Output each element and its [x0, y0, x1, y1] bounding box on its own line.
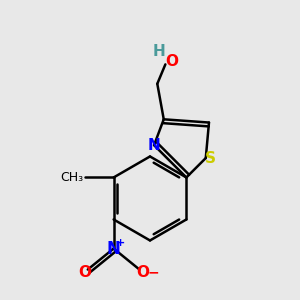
- Text: N: N: [148, 138, 160, 153]
- Text: −: −: [147, 266, 159, 280]
- Text: O: O: [78, 265, 91, 280]
- Text: S: S: [205, 151, 216, 166]
- Text: O: O: [165, 54, 178, 69]
- Text: H: H: [152, 44, 165, 59]
- Text: CH₃: CH₃: [60, 171, 83, 184]
- Text: N: N: [107, 239, 121, 257]
- Text: O: O: [136, 265, 149, 280]
- Text: +: +: [116, 238, 125, 248]
